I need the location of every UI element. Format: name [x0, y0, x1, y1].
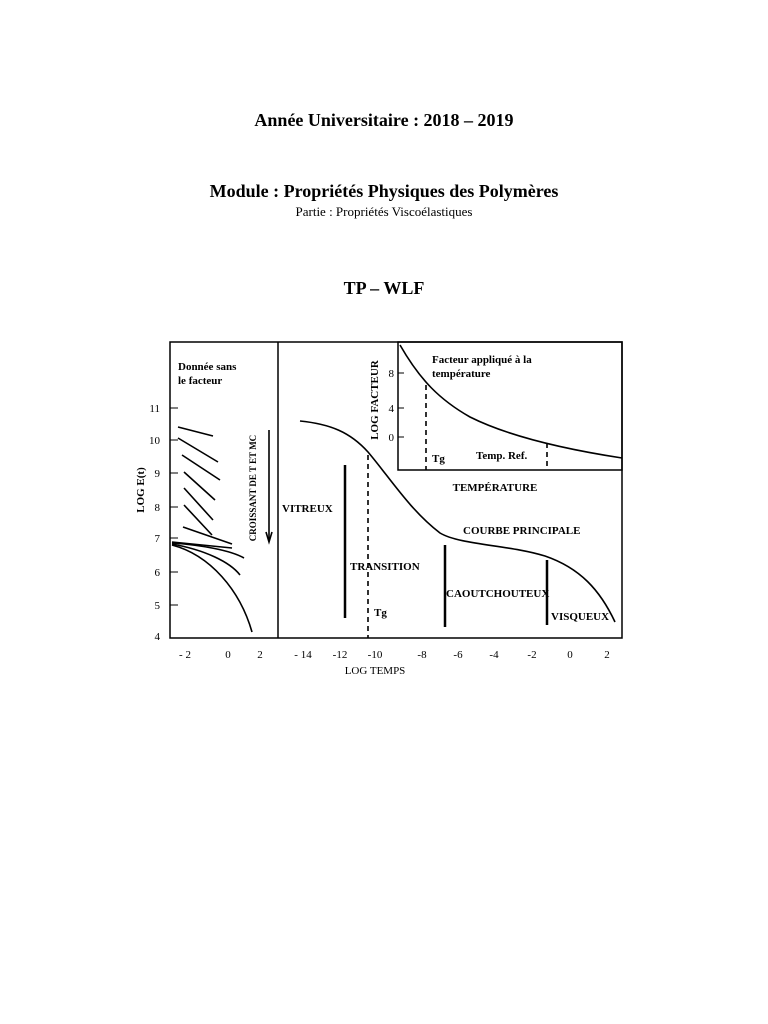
inset-tick: 0 [389, 432, 395, 444]
inset-title: température [432, 368, 491, 380]
y-tick: 9 [155, 468, 161, 480]
inset-ref: Temp. Ref. [476, 450, 527, 462]
y-tick: 4 [155, 631, 161, 643]
x-tick: -10 [368, 649, 383, 661]
x-tick: - 14 [294, 649, 312, 661]
x-tick: 2 [257, 649, 263, 661]
part: Partie : Propriétés Viscoélastiques [295, 204, 473, 219]
x-tick: -8 [417, 649, 427, 661]
region: COURBE PRINCIPALE [463, 525, 580, 537]
x-tick: -6 [453, 649, 463, 661]
region: Tg [374, 607, 387, 619]
y-tick: 8 [155, 502, 161, 514]
y-label: LOG E(t) [135, 467, 147, 513]
y-tick: 6 [155, 567, 161, 579]
inset-title: Facteur appliqué à la [432, 354, 532, 366]
region: TRANSITION [350, 561, 420, 573]
inset-tick: 8 [389, 368, 395, 380]
y-tick: 5 [155, 600, 161, 612]
x-tick: -12 [333, 649, 348, 661]
inset-x-label: TEMPÉRATURE [453, 482, 538, 494]
region: VISQUEUX [551, 611, 609, 623]
inset-tick: 4 [389, 403, 395, 415]
note: le facteur [178, 375, 222, 387]
title: TP – WLF [343, 278, 425, 298]
x-tick: 2 [604, 649, 610, 661]
frames [169, 341, 623, 639]
ticks [170, 372, 404, 606]
inset-tg: Tg [432, 453, 445, 465]
x-tick: 0 [567, 649, 573, 661]
y-tick: 10 [149, 435, 161, 447]
region: VITREUX [282, 503, 333, 515]
year: Année Universitaire : 2018 – 2019 [254, 110, 514, 130]
y-tick: 7 [155, 533, 161, 545]
inset-y-label: LOG FACTEUR [369, 359, 381, 440]
region: CAOUTCHOUTEUX [446, 588, 549, 600]
x-label: LOG TEMPS [345, 665, 406, 677]
x-tick: - 2 [179, 649, 191, 661]
module: Module : Propriétés Physiques des Polymè… [209, 181, 559, 201]
curves [171, 344, 623, 638]
x-tick: -2 [527, 649, 536, 661]
x-tick: -4 [489, 649, 499, 661]
frame [169, 341, 623, 639]
y-tick: 11 [149, 403, 160, 415]
note: Donnée sans [178, 361, 237, 373]
inset-frame [397, 341, 623, 471]
x-tick: 0 [225, 649, 231, 661]
arrow-label: CROISSANT DE T ET MC [248, 435, 258, 541]
